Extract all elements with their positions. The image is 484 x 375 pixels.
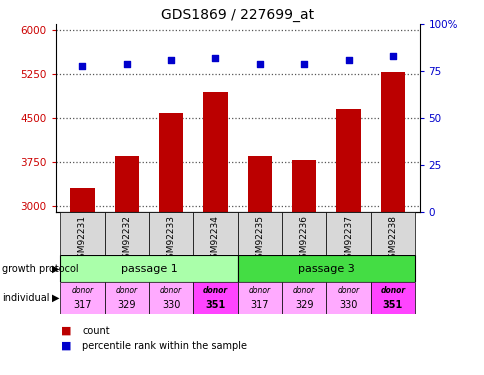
Bar	[70, 188, 94, 212]
Text: donor: donor	[337, 286, 359, 295]
Text: GSM92237: GSM92237	[343, 215, 352, 264]
Bar	[326, 282, 370, 314]
Bar	[60, 255, 237, 282]
Bar	[370, 212, 414, 255]
Text: 317: 317	[250, 300, 269, 310]
Text: 330: 330	[162, 300, 180, 310]
Bar	[247, 156, 272, 212]
Bar	[105, 212, 149, 255]
Text: percentile rank within the sample: percentile rank within the sample	[82, 341, 247, 351]
Bar	[193, 212, 237, 255]
Text: donor: donor	[248, 286, 271, 295]
Point	[122, 61, 130, 67]
Point	[344, 57, 352, 63]
Text: count: count	[82, 326, 110, 336]
Text: GSM92231: GSM92231	[78, 215, 87, 264]
Title: GDS1869 / 227699_at: GDS1869 / 227699_at	[161, 8, 314, 22]
Text: GSM92238: GSM92238	[388, 215, 396, 264]
Bar	[336, 110, 360, 212]
Text: 351: 351	[382, 300, 402, 310]
Text: donor: donor	[160, 286, 182, 295]
Point	[167, 57, 175, 63]
Text: ▶: ▶	[52, 264, 60, 273]
Bar	[105, 282, 149, 314]
Text: passage 3: passage 3	[297, 264, 354, 273]
Point	[78, 63, 86, 69]
Text: donor: donor	[116, 286, 137, 295]
Text: GSM92233: GSM92233	[166, 215, 175, 264]
Bar	[60, 282, 105, 314]
Text: donor: donor	[292, 286, 315, 295]
Bar	[291, 160, 316, 212]
Text: GSM92235: GSM92235	[255, 215, 264, 264]
Text: 329: 329	[117, 300, 136, 310]
Bar	[237, 212, 281, 255]
Text: growth protocol: growth protocol	[2, 264, 79, 273]
Text: ▶: ▶	[52, 293, 60, 303]
Bar	[149, 282, 193, 314]
Text: GSM92236: GSM92236	[299, 215, 308, 264]
Bar	[326, 212, 370, 255]
Bar	[193, 282, 237, 314]
Bar	[281, 282, 326, 314]
Point	[300, 61, 307, 67]
Bar	[370, 282, 414, 314]
Bar	[159, 113, 183, 212]
Text: donor: donor	[71, 286, 93, 295]
Bar	[114, 156, 138, 212]
Bar	[237, 255, 414, 282]
Text: passage 1: passage 1	[121, 264, 177, 273]
Text: 317: 317	[73, 300, 91, 310]
Bar	[281, 212, 326, 255]
Bar	[203, 92, 227, 212]
Point	[256, 61, 263, 67]
Text: 351: 351	[205, 300, 225, 310]
Bar	[237, 282, 281, 314]
Text: 329: 329	[294, 300, 313, 310]
Text: GSM92234: GSM92234	[211, 215, 220, 264]
Text: ■: ■	[60, 326, 71, 336]
Text: GSM92232: GSM92232	[122, 215, 131, 264]
Text: donor: donor	[202, 286, 227, 295]
Text: individual: individual	[2, 293, 50, 303]
Text: donor: donor	[379, 286, 405, 295]
Text: ■: ■	[60, 341, 71, 351]
Point	[388, 53, 396, 59]
Bar	[149, 212, 193, 255]
Bar	[380, 72, 404, 212]
Text: 330: 330	[339, 300, 357, 310]
Point	[211, 55, 219, 61]
Bar	[60, 212, 105, 255]
